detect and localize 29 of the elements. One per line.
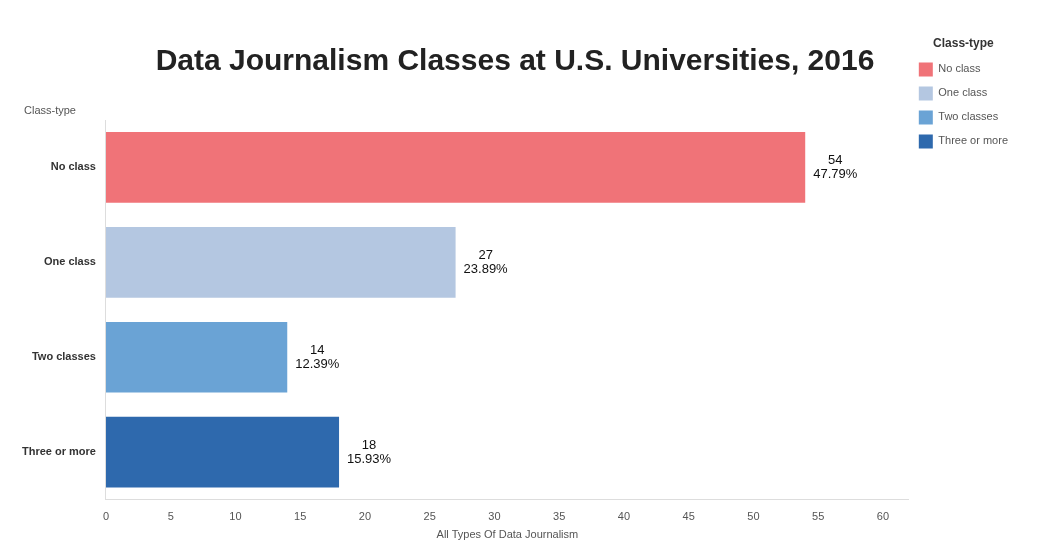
- x-tick-label: 10: [229, 510, 242, 523]
- y-tick-label: One class: [43, 255, 96, 268]
- x-tick-label: 20: [358, 510, 372, 523]
- data-label: 54 47.79%: [813, 152, 858, 182]
- chart-title: Data Journalism Classes at U.S. Universities, 2016: [155, 43, 875, 77]
- x-tick-label: 30: [488, 510, 501, 523]
- legend-label: Two classes: [938, 110, 999, 123]
- x-tick-label: 35: [553, 510, 566, 523]
- x-axis-title: All Types Of Data Journalism: [436, 528, 579, 541]
- x-tick-label: 5: [167, 510, 174, 523]
- legend-label: One class: [938, 86, 988, 99]
- x-tick-label: 0: [102, 510, 110, 523]
- legend-label: Three or more: [938, 134, 1009, 147]
- data-label: 27 23.89%: [463, 246, 509, 276]
- x-tick-label: 50: [747, 510, 760, 523]
- x-tick-label: 55: [812, 510, 825, 523]
- y-tick-label: No class: [50, 160, 96, 173]
- data-label: 14 12.39%: [295, 341, 340, 371]
- x-tick-label: 45: [682, 510, 695, 523]
- y-axis-title: Class-type: [24, 103, 76, 116]
- x-tick-label: 60: [876, 510, 890, 523]
- y-tick-label: Three or more: [22, 445, 96, 458]
- legend-label: No class: [938, 62, 981, 75]
- x-tick-label: 15: [294, 510, 307, 523]
- x-tick-label: 25: [423, 510, 436, 523]
- y-tick-label: Two classes: [31, 350, 96, 363]
- data-label: 18 15.93%: [347, 436, 392, 466]
- x-tick-label: 40: [617, 510, 631, 523]
- legend-title: Class-type: [933, 36, 995, 51]
